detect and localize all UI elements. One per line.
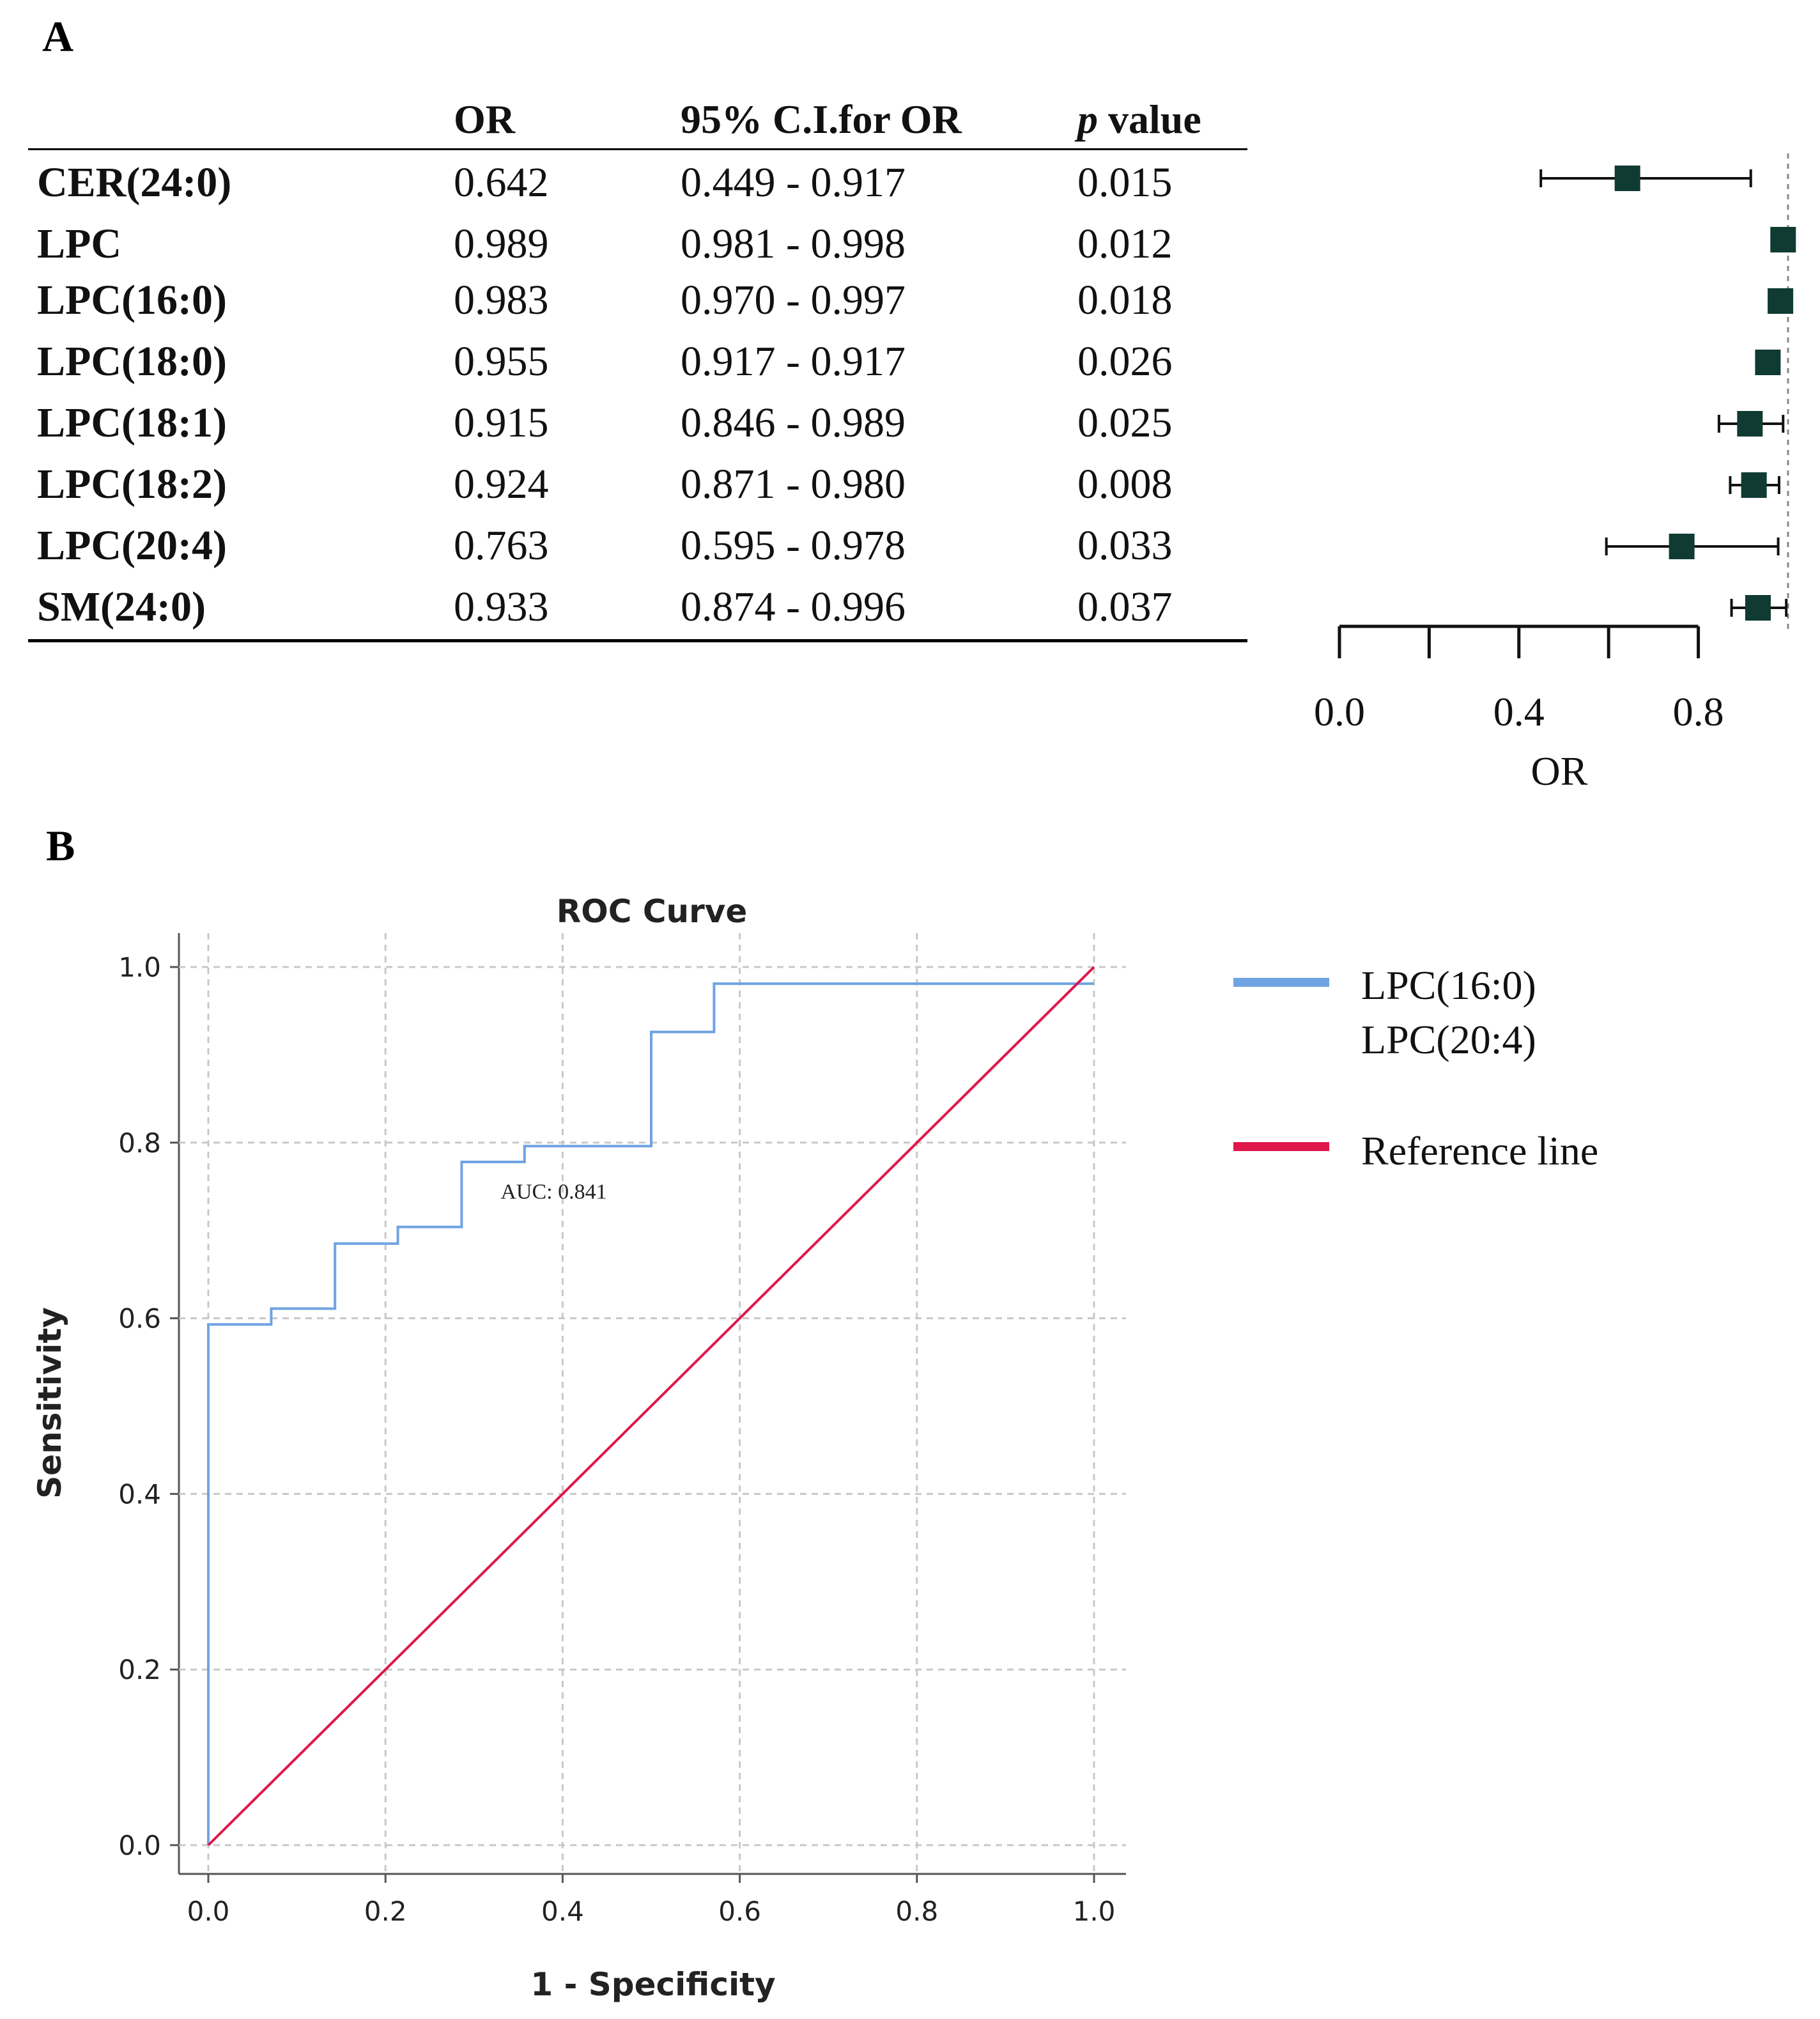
table-top-rule [28,148,1247,150]
table-row: LPC(18:1) 0.915 0.846 - 0.989 0.025 [0,399,1278,460]
forest-tick-label: 0.4 [1493,689,1545,734]
row-p: 0.026 [1077,338,1173,385]
row-name: LPC(20:4) [37,522,227,569]
roc-y-tick-label: 0.8 [118,1127,161,1159]
or-marker [1614,166,1640,191]
row-or: 0.915 [454,399,549,446]
legend-label-roc-line2: LPC(20:4) [1361,1017,1536,1062]
row-or: 0.955 [454,338,549,385]
row-p: 0.018 [1077,277,1173,323]
roc-y-tick-label: 0.6 [118,1303,161,1334]
or-marker [1755,350,1781,375]
roc-chart: ROC Curve 0.0 0.2 0.4 0.6 0.8 1.0 0.00.20.40.… [31,893,1126,2003]
table-row: LPC(20:4) 0.763 0.595 - 0.978 0.033 [0,522,1278,583]
row-or: 0.989 [454,220,549,267]
table-row: LPC(18:0) 0.955 0.917 - 0.917 0.026 [0,337,1278,399]
forest-plot: 0.0 0.4 0.8 OR [1314,153,1796,794]
row-ci: 0.917 - 0.917 [681,338,906,385]
table-row: CER(24:0) 0.642 0.449 - 0.917 0.015 [0,159,1278,220]
table-row: LPC 0.989 0.981 - 0.998 0.012 [0,220,1278,281]
row-p: 0.025 [1077,399,1173,446]
row-name: SM(24:0) [37,584,206,630]
header-p-rest: value [1108,97,1201,142]
roc-y-tick-label: 0.4 [118,1478,161,1510]
roc-y-ticks: 0.0 0.2 0.4 0.6 0.8 1.0 [118,952,179,1861]
auc-annotation: AUC: 0.841 [500,1180,606,1203]
table-row: LPC(16:0) 0.983 0.970 - 0.997 0.018 [0,276,1278,337]
roc-x-tick-label: 0.0 [187,1896,230,1927]
panel-a-label: A [42,12,74,61]
header-or: OR [454,97,515,142]
roc-y-tick-label: 0.2 [118,1654,161,1685]
table-row: SM(24:0) 0.933 0.874 - 0.996 0.037 [0,583,1278,644]
row-ci: 0.871 - 0.980 [681,461,906,507]
row-or: 0.763 [454,522,549,569]
or-marker [1741,472,1767,498]
roc-x-axis-label: 1 - Specificity [530,1966,775,2003]
roc-series [207,966,1095,1846]
legend-swatch-roc [1233,978,1329,987]
roc-x-tick-label: 0.6 [718,1896,761,1927]
row-ci: 0.846 - 0.989 [681,399,906,446]
row-or: 0.642 [454,159,549,206]
or-marker [1737,411,1763,437]
forest-tick-label: 0.8 [1673,689,1724,734]
roc-plot-frame [178,933,1126,1875]
legend-swatch-reference [1233,1142,1329,1151]
forest-marks [1539,166,1796,621]
or-marker [1768,288,1794,314]
row-name: LPC(18:1) [37,399,227,446]
row-ci: 0.595 - 0.978 [681,522,906,569]
row-name: CER(24:0) [37,159,232,206]
roc-x-tick-label: 1.0 [1073,1896,1116,1927]
roc-y-tick-label: 0.0 [118,1830,161,1861]
row-p: 0.037 [1077,584,1173,630]
row-or: 0.983 [454,277,549,323]
forest-x-axis-label: OR [1531,748,1588,794]
or-marker [1745,595,1771,621]
row-ci: 0.874 - 0.996 [681,584,906,630]
panel-b-label: B [46,821,75,870]
row-p: 0.015 [1077,159,1173,206]
roc-y-axis-label: Sensitivity [31,1307,68,1499]
row-or: 0.933 [454,584,549,630]
row-name: LPC(16:0) [37,277,227,323]
header-p-italic: p [1077,97,1098,142]
roc-x-ticks: 0.0 0.2 0.4 0.6 0.8 1.0 [187,1874,1116,1927]
forest-tick-label: 0.0 [1314,689,1365,734]
row-ci: 0.449 - 0.917 [681,159,906,206]
table-row: LPC(18:2) 0.924 0.871 - 0.980 0.008 [0,460,1278,522]
roc-y-tick-label: 1.0 [118,952,161,983]
row-p: 0.012 [1077,220,1173,267]
forest-x-axis: 0.0 0.4 0.8 [1314,624,1724,734]
row-name: LPC(18:0) [37,338,227,385]
row-p: 0.033 [1077,522,1173,569]
or-marker [1770,227,1796,252]
reference-line [207,966,1095,1846]
roc-title: ROC Curve [557,893,748,930]
row-name: LPC [37,220,121,267]
legend-label-reference: Reference line [1361,1128,1599,1173]
header-ci: 95% C.I.for OR [681,97,962,142]
or-marker [1669,534,1695,559]
header-p-value: p value [1077,96,1201,143]
roc-curve-line [207,982,1094,1845]
legend-label-roc-line1: LPC(16:0) [1361,963,1536,1008]
roc-x-tick-label: 0.8 [895,1896,938,1927]
table-bottom-rule [28,639,1247,642]
row-p: 0.008 [1077,461,1173,507]
roc-x-tick-label: 0.4 [541,1896,584,1927]
row-name: LPC(18:2) [37,461,227,507]
roc-x-tick-label: 0.2 [364,1896,407,1927]
row-ci: 0.970 - 0.997 [681,277,906,323]
row-or: 0.924 [454,461,549,507]
row-ci: 0.981 - 0.998 [681,220,906,267]
